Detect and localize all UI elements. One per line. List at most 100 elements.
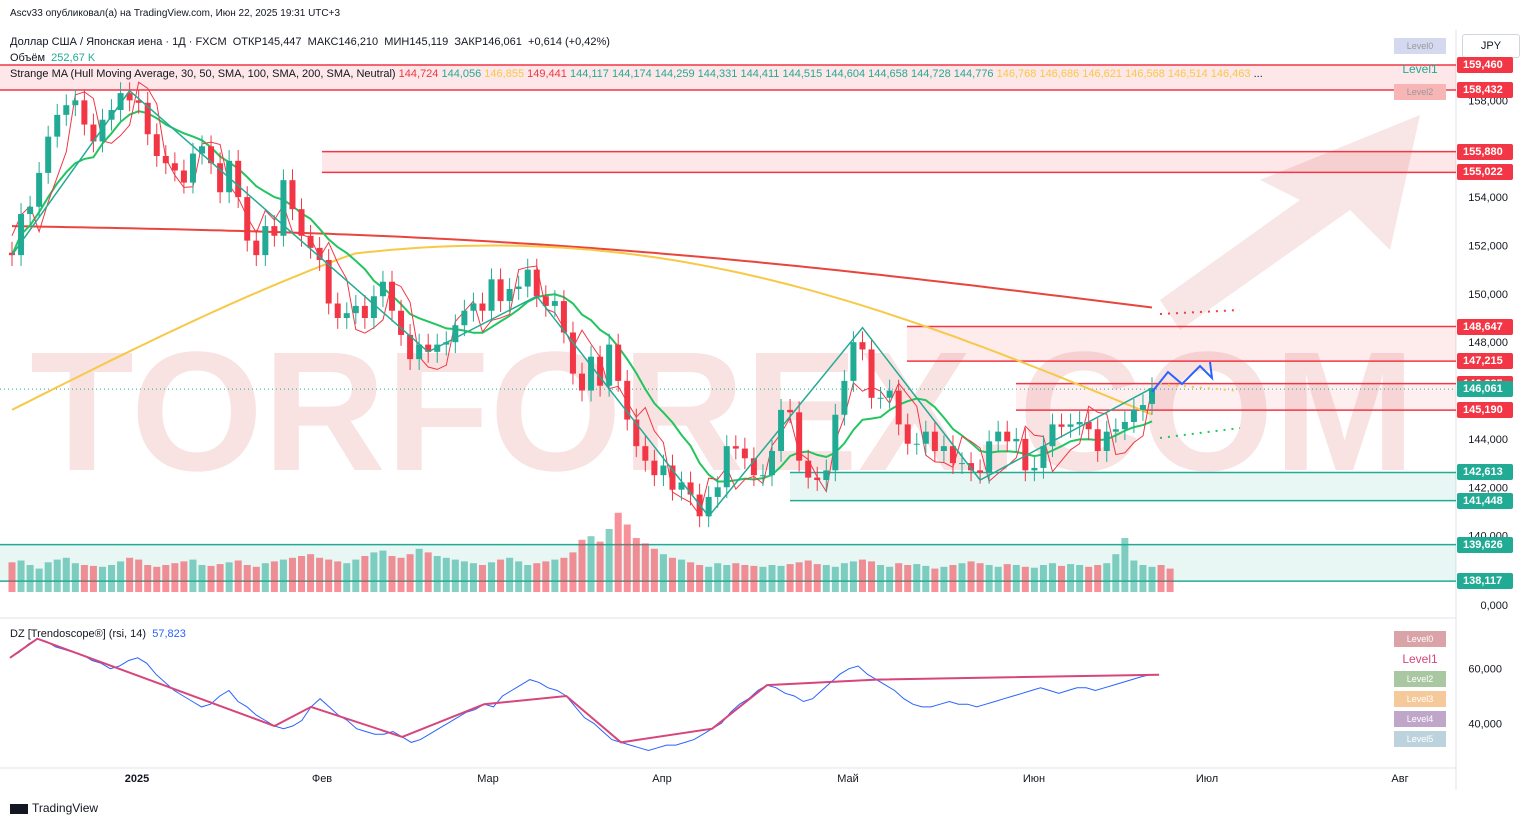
strange-ma-line: Strange MA (Hull Moving Average, 30, 50,… (10, 68, 1263, 80)
candle-body (379, 281, 386, 297)
candle-body (81, 100, 88, 125)
indicator-value: 144,604 (822, 68, 866, 80)
candle-body (226, 160, 233, 193)
volume-bar (488, 562, 496, 592)
volume-bar (252, 566, 260, 592)
candle-body (1103, 431, 1110, 451)
level-zone (0, 65, 1456, 90)
candle-body (1004, 431, 1011, 442)
volume-bar (460, 561, 468, 592)
candle-body (778, 409, 785, 451)
candle-body (931, 431, 938, 451)
candle-body (54, 114, 61, 137)
volume-bar (614, 512, 622, 592)
volume-bar (325, 559, 333, 592)
candle-body (199, 146, 205, 154)
candle-body (1112, 429, 1119, 432)
candle-body (1049, 424, 1056, 447)
candle-body (832, 414, 839, 471)
price-tick-label: 150,000 (1468, 289, 1508, 301)
volume-bar (696, 565, 704, 592)
volume-bar (343, 563, 351, 592)
candle-body (515, 286, 522, 289)
tradingview-logo-icon (10, 803, 28, 814)
level-legend-item: Level1 (1402, 652, 1438, 666)
volume-bar (135, 559, 143, 592)
candle-body (995, 431, 1002, 442)
price-tag: 148,647 (1457, 318, 1513, 335)
level-legend-item: Level0 (1394, 38, 1446, 54)
price-tag: 159,460 (1457, 57, 1513, 74)
candle-body (63, 105, 70, 115)
candle-body (153, 134, 160, 156)
candle-body (497, 279, 504, 302)
candle-body (606, 344, 613, 386)
price-tag: 155,880 (1457, 143, 1513, 160)
candle-body (1094, 429, 1101, 451)
candle-body (1058, 424, 1065, 427)
candle-body (27, 206, 34, 215)
rsi-zigzag (9, 637, 1160, 744)
candle-body (488, 279, 495, 311)
volume-bar (533, 563, 541, 592)
volume-bar (714, 563, 722, 592)
volume-bar (958, 563, 966, 592)
volume-bar (1067, 564, 1075, 592)
volume-bar (768, 565, 776, 592)
indicator-value: 146,621 (1079, 68, 1123, 80)
volume-bar (334, 561, 342, 592)
candle-body (144, 102, 151, 135)
candle-body (1022, 438, 1029, 471)
volume-bar (270, 561, 278, 592)
volume-bar (786, 564, 794, 592)
volume-bar (216, 564, 224, 592)
volume-value: 252,67 K (51, 52, 96, 64)
volume-bar (1048, 563, 1056, 592)
volume-bar (822, 565, 830, 592)
indicator-value: 146,568 (1122, 68, 1165, 80)
volume-bar (922, 565, 930, 592)
indicator-values: 144,724 144,056 146,855 149,441 144,117 … (399, 68, 1251, 80)
candle-body (714, 487, 721, 497)
price-tick-label: 158,000 (1468, 95, 1508, 107)
volume-bar (117, 561, 125, 592)
open-value: 145,447 (261, 36, 302, 48)
symbol-name[interactable]: Доллар США / Японская иена · 1Д · FXCM (10, 36, 227, 48)
candle-body (678, 482, 685, 490)
volume-bar (831, 566, 839, 592)
volume-bar (189, 559, 197, 592)
volume-bar (650, 548, 658, 592)
volume-bar (732, 563, 740, 592)
level-legend-item: Level2 (1394, 84, 1446, 100)
candle-body (841, 380, 848, 415)
candle-body (370, 296, 377, 318)
volume-bar (840, 563, 848, 592)
level-legend-item: Level5 (1394, 731, 1446, 747)
volume-bar (868, 561, 876, 592)
indicator-value: 146,463 (1207, 68, 1251, 80)
candle-body (959, 463, 965, 465)
volume-bar (406, 554, 414, 592)
candle-body (1067, 424, 1074, 427)
volume-bar (307, 554, 315, 592)
indicator-more[interactable]: ... (1253, 68, 1263, 80)
candle-body (72, 100, 79, 106)
volume-bar (1003, 564, 1011, 592)
candle-body (180, 170, 187, 183)
tradingview-brand: TradingView (10, 800, 98, 815)
candle-body (506, 288, 513, 302)
candle-body (307, 235, 314, 248)
rsi-name[interactable]: DZ [Trendoscope®] (rsi, 14) (10, 628, 147, 640)
rsi-value: 57,823 (152, 628, 186, 640)
volume-bar (813, 564, 821, 592)
currency-button[interactable]: JPY (1462, 34, 1520, 58)
candle-body (343, 313, 350, 318)
candle-body (633, 419, 640, 447)
candle-body (208, 146, 215, 164)
price-tag: 141,448 (1457, 492, 1513, 509)
indicator-name[interactable]: Strange MA (Hull Moving Average, 30, 50,… (10, 68, 396, 80)
price-tick-label: 144,000 (1468, 434, 1508, 446)
volume-bar (596, 541, 604, 592)
candle-body (1149, 388, 1155, 404)
candle-body (1139, 405, 1146, 410)
